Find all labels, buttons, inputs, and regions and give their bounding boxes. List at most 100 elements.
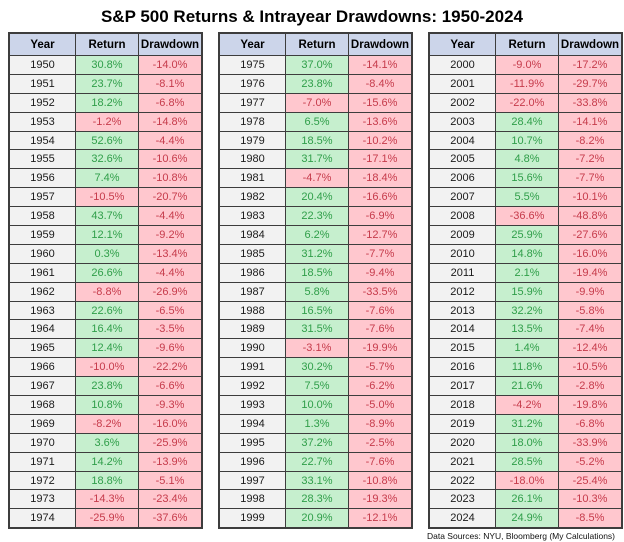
- return-cell: 21.6%: [495, 376, 559, 397]
- return-cell: 2.1%: [495, 262, 559, 283]
- table-row: 1958 43.7% -4.4%: [8, 206, 203, 227]
- table-row: 1983 22.3% -6.9%: [218, 206, 413, 227]
- drawdown-cell: -6.6%: [138, 376, 203, 397]
- year-cell: 1975: [218, 55, 286, 75]
- year-cell: 1972: [8, 470, 76, 491]
- return-cell: 5.5%: [495, 187, 559, 208]
- table-row: 1975 37.0% -14.1%: [218, 55, 413, 75]
- drawdown-cell: -7.2%: [558, 149, 623, 170]
- table-row: 1951 23.7% -8.1%: [8, 73, 203, 94]
- year-cell: 1961: [8, 262, 76, 283]
- year-cell: 1985: [218, 243, 286, 264]
- drawdown-cell: -7.7%: [558, 168, 623, 189]
- table-row: 2001 -11.9% -29.7%: [428, 73, 623, 94]
- table-row: 2016 11.8% -10.5%: [428, 357, 623, 378]
- table-row: 2002 -22.0% -33.8%: [428, 92, 623, 113]
- year-cell: 2018: [428, 395, 496, 415]
- return-cell: 4.8%: [495, 149, 559, 170]
- year-cell: 2005: [428, 149, 496, 170]
- return-cell: 1.4%: [495, 338, 559, 359]
- drawdown-cell: -19.3%: [348, 489, 413, 510]
- year-cell: 1970: [8, 432, 76, 453]
- drawdown-cell: -9.2%: [138, 225, 203, 245]
- year-cell: 1977: [218, 92, 286, 113]
- table-row: 1989 31.5% -7.6%: [218, 319, 413, 340]
- drawdown-cell: -14.1%: [348, 55, 413, 75]
- year-cell: 1966: [8, 357, 76, 378]
- drawdown-cell: -2.5%: [348, 432, 413, 453]
- drawdown-cell: -6.2%: [348, 376, 413, 397]
- return-cell: 32.6%: [75, 149, 139, 170]
- drawdown-cell: -19.9%: [348, 338, 413, 359]
- drawdown-cell: -14.1%: [558, 111, 623, 132]
- return-cell: 26.6%: [75, 262, 139, 283]
- drawdown-cell: -19.4%: [558, 262, 623, 283]
- table-row: 1977 -7.0% -15.6%: [218, 92, 413, 113]
- year-cell: 1991: [218, 357, 286, 378]
- drawdown-cell: -6.5%: [138, 300, 203, 321]
- return-cell: 15.6%: [495, 168, 559, 189]
- year-cell: 1990: [218, 338, 286, 359]
- return-cell: -8.8%: [75, 281, 139, 302]
- year-cell: 1995: [218, 432, 286, 453]
- drawdown-cell: -4.4%: [138, 262, 203, 283]
- return-cell: 18.8%: [75, 470, 139, 491]
- table-row: 1962 -8.8% -26.9%: [8, 281, 203, 302]
- year-cell: 1984: [218, 225, 286, 245]
- return-cell: 30.8%: [75, 55, 139, 75]
- page-title: S&P 500 Returns & Intrayear Drawdowns: 1…: [100, 7, 524, 26]
- table-row: 1974 -25.9% -37.6%: [8, 508, 203, 529]
- return-cell: -14.3%: [75, 489, 139, 510]
- drawdown-cell: -33.5%: [348, 281, 413, 302]
- return-cell: -10.5%: [75, 187, 139, 208]
- year-cell: 2022: [428, 470, 496, 491]
- year-cell: 1986: [218, 262, 286, 283]
- year-cell: 2004: [428, 130, 496, 151]
- year-cell: 2013: [428, 300, 496, 321]
- drawdown-cell: -25.4%: [558, 470, 623, 491]
- drawdown-cell: -48.8%: [558, 206, 623, 227]
- return-cell: 20.4%: [285, 187, 349, 208]
- table-row: 2004 10.7% -8.2%: [428, 130, 623, 151]
- year-column-header: Year: [428, 32, 496, 56]
- return-cell: -1.2%: [75, 111, 139, 132]
- returns-table-2000-2024: Year Return Drawdown 2000 -9.0% -17.2% 2001 -11…: [428, 32, 623, 530]
- returns-table-1975-1999: Year Return Drawdown 1975 37.0% -14.1% 1976 23.…: [218, 32, 413, 530]
- year-cell: 2012: [428, 281, 496, 302]
- return-cell: 23.8%: [285, 73, 349, 94]
- table-row: 2003 28.4% -14.1%: [428, 111, 623, 132]
- year-cell: 1960: [8, 243, 76, 264]
- year-column-header: Year: [218, 32, 286, 56]
- year-cell: 1967: [8, 376, 76, 397]
- return-cell: 13.5%: [495, 319, 559, 340]
- return-cell: 31.2%: [495, 413, 559, 434]
- year-cell: 1979: [218, 130, 286, 151]
- drawdown-cell: -12.7%: [348, 225, 413, 245]
- table-row: 2019 31.2% -6.8%: [428, 413, 623, 434]
- drawdown-cell: -7.6%: [348, 451, 413, 472]
- drawdown-cell: -13.6%: [348, 111, 413, 132]
- table-row: 2012 15.9% -9.9%: [428, 281, 623, 302]
- table-row: 1982 20.4% -16.6%: [218, 187, 413, 208]
- return-column-header: Return: [285, 32, 349, 56]
- drawdown-cell: -7.4%: [558, 319, 623, 340]
- table-row: 1961 26.6% -4.4%: [8, 262, 203, 283]
- header-row: Year Return Drawdown: [8, 32, 203, 56]
- return-cell: -4.7%: [285, 168, 349, 189]
- year-cell: 2016: [428, 357, 496, 378]
- table-row: 1999 20.9% -12.1%: [218, 508, 413, 529]
- year-cell: 1989: [218, 319, 286, 340]
- drawdown-cell: -8.1%: [138, 73, 203, 94]
- drawdown-cell: -29.7%: [558, 73, 623, 94]
- drawdown-cell: -16.6%: [348, 187, 413, 208]
- table-row: 2022 -18.0% -25.4%: [428, 470, 623, 491]
- return-cell: 37.0%: [285, 55, 349, 75]
- return-cell: 14.8%: [495, 243, 559, 264]
- return-cell: 6.2%: [285, 225, 349, 245]
- year-cell: 1958: [8, 206, 76, 227]
- table-row: 2021 28.5% -5.2%: [428, 451, 623, 472]
- year-cell: 2015: [428, 338, 496, 359]
- table-row: 2006 15.6% -7.7%: [428, 168, 623, 189]
- table-row: 1991 30.2% -5.7%: [218, 357, 413, 378]
- return-cell: 28.5%: [495, 451, 559, 472]
